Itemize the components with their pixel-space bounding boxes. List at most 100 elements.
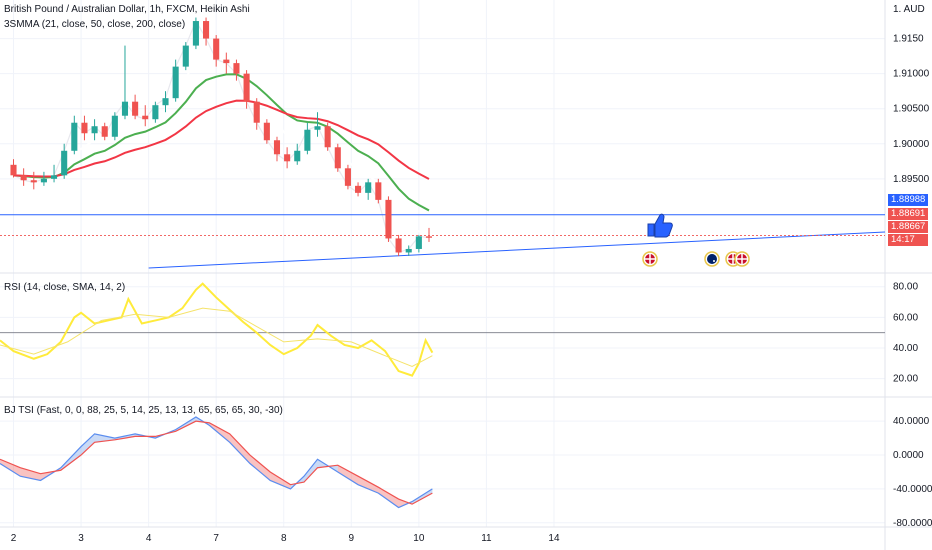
y-tick-label: 1.91000 (893, 69, 930, 80)
tick-labels: 2 3 4 7 8 9 10 11 14 1.9150 1.91000 1.90500 1.90000 1… (11, 34, 932, 544)
tsi-tick-label: -80.0000 (893, 518, 932, 529)
candle-body (172, 66, 179, 99)
tsi-fill (81, 433, 95, 456)
candle-body (314, 126, 321, 130)
tsi-fill (229, 433, 250, 464)
thumbs-up-icon[interactable] (647, 213, 673, 238)
candle-body (223, 59, 230, 64)
candle-body (111, 115, 118, 137)
candle-body (284, 154, 291, 162)
sma50-line (13, 73, 430, 212)
tsi-fill (337, 465, 359, 485)
candle-body (385, 199, 392, 239)
x-tick-label: 9 (349, 533, 355, 544)
uk-flag-icon[interactable] (734, 251, 750, 267)
candle-body (344, 168, 351, 186)
tsi-tick-label: 0.0000 (893, 450, 924, 461)
y-tick-label: 1.9150 (893, 34, 924, 45)
y-tick-label: 1.90500 (893, 104, 930, 115)
candle-body (10, 164, 17, 176)
rsi-tick-label: 80.00 (893, 282, 918, 293)
candle-body (263, 122, 270, 141)
candle-body (294, 150, 301, 162)
rsi-title: RSI (14, close, SMA, 14, 2) (4, 282, 126, 293)
candle-body (30, 180, 37, 183)
x-tick-label: 10 (413, 533, 425, 544)
x-tick-label: 3 (78, 533, 84, 544)
candle-body (142, 115, 149, 120)
tsi-fill (358, 476, 379, 494)
candle-body (405, 248, 412, 253)
tsi-fill (249, 455, 271, 481)
tsi-fill (0, 459, 21, 477)
price-tag-close: 1.88667 (888, 221, 928, 233)
y-tick-label: 1.90000 (893, 139, 930, 150)
candle-body (132, 101, 139, 116)
tsi-fill (270, 471, 291, 489)
australia-flag-icon[interactable] (704, 251, 720, 267)
candle-body (365, 182, 372, 193)
price-tag-last: 1.88691 (888, 208, 928, 220)
x-tick-label: 11 (481, 533, 492, 544)
rsi-tick-label: 60.00 (893, 312, 918, 323)
candle-body (203, 21, 210, 39)
candle-body (91, 126, 98, 134)
tsi-tick-label: 40.0000 (893, 416, 930, 427)
x-tick-label: 2 (11, 533, 17, 544)
candle-body (243, 73, 250, 102)
tsi-pane (0, 416, 433, 509)
candle-body (182, 45, 189, 67)
candle-body (324, 126, 331, 148)
currency-label: 1. AUD (893, 4, 925, 15)
candle-body (152, 105, 159, 120)
sma21-line (13, 51, 430, 235)
candle-body (233, 63, 240, 74)
candle-body (375, 182, 382, 200)
candle-body (61, 150, 68, 176)
rsi-line (0, 282, 434, 377)
y-tick-label: 1.89500 (893, 174, 930, 185)
indicator-label: 3SMMA (21, close, 50, close, 200, close) (4, 19, 186, 30)
candle-body (121, 101, 129, 116)
x-tick-label: 8 (281, 533, 287, 544)
rsi-tick-label: 20.00 (893, 374, 918, 385)
candle-body (40, 178, 47, 183)
candles (10, 17, 433, 256)
tsi-title: BJ TSI (Fast, 0, 0, 88, 25, 5, 14, 25, 1… (4, 405, 283, 416)
uk-flag-icon[interactable] (642, 251, 658, 267)
candle-body (162, 98, 169, 106)
tsi-fast-line (0, 416, 433, 509)
candle-body (253, 101, 260, 123)
rsi-ma-line (0, 307, 433, 367)
candle-body (20, 175, 27, 181)
chart-title: British Pound / Australian Dollar, 1h, F… (4, 4, 250, 15)
icons[interactable] (642, 213, 750, 267)
candle-body (273, 140, 281, 155)
tsi-fill (304, 459, 318, 483)
trend-lines[interactable] (0, 214, 886, 269)
price-tag-time: 14:17 (888, 234, 928, 246)
price-tag-trend: 1.88988 (888, 194, 928, 206)
x-tick-label: 7 (213, 533, 219, 544)
candle-body (304, 129, 311, 151)
candle-body (334, 147, 341, 169)
candle-body (425, 236, 433, 238)
candle-body (71, 122, 78, 151)
grid (0, 0, 885, 527)
candle-body (395, 238, 402, 253)
candle-body (51, 175, 58, 179)
candle-body (101, 126, 108, 137)
x-tick-label: 4 (146, 533, 152, 544)
candle-body (213, 38, 220, 60)
tsi-slow-line (0, 420, 433, 505)
rsi-tick-label: 40.00 (893, 343, 918, 354)
tsi-tick-label: -40.0000 (893, 484, 932, 495)
candle-body (81, 122, 88, 134)
candle-body (355, 185, 362, 193)
rising-trendline (148, 231, 886, 269)
x-tick-label: 14 (548, 533, 560, 544)
tsi-fill (378, 487, 399, 508)
candle-body (192, 21, 199, 46)
